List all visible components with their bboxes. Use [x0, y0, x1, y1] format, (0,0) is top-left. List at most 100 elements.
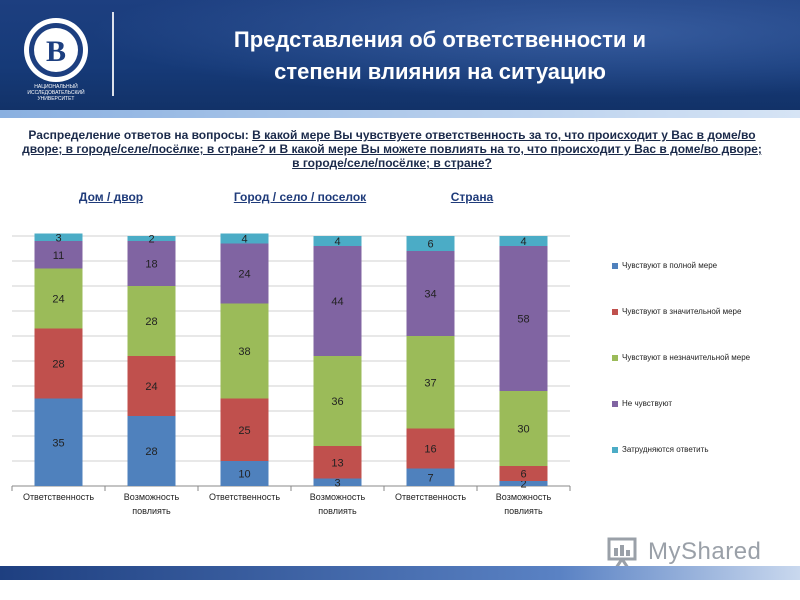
bar-segment: [127, 416, 176, 486]
bar-segment: [34, 398, 83, 486]
bar-segment: [34, 233, 83, 241]
bar-segment: [313, 246, 362, 356]
bar-segment: [127, 356, 176, 416]
header-divider: [112, 12, 114, 96]
x-tick-label: Ответственность: [209, 492, 280, 502]
bar-segment: [499, 246, 548, 391]
data-label: 4: [334, 236, 340, 248]
header-banner: В НАЦИОНАЛЬНЫЙ ИССЛЕДОВАТЕЛЬСКИЙ УНИВЕРС…: [0, 0, 800, 110]
data-label: 16: [424, 444, 436, 456]
data-label: 2: [520, 479, 526, 491]
data-label: 24: [238, 269, 250, 281]
bar-segment: [406, 236, 455, 251]
group-header-home[interactable]: Дом / двор: [78, 190, 144, 204]
legend-item: Затрудняются ответить: [612, 444, 797, 490]
data-label: 13: [331, 457, 343, 469]
watermark-text: MyShared: [648, 538, 762, 565]
data-label: 3: [334, 477, 340, 489]
group-header-city[interactable]: Город / село / поселок: [233, 190, 367, 204]
data-label: 4: [520, 236, 526, 248]
bar-segment: [220, 243, 269, 304]
legend-swatch: [612, 355, 618, 361]
header-strip: [0, 110, 800, 118]
bar-segment: [220, 233, 269, 244]
bar-segment: [406, 336, 455, 429]
bar-segment: [406, 468, 455, 486]
bar-segment: [499, 481, 548, 486]
question-text: Распределение ответов на вопросы: В како…: [22, 128, 762, 170]
footer-band: [0, 562, 800, 600]
legend-item: Чувствуют в значительной мере: [612, 306, 797, 352]
x-tick-label: повлиять: [132, 506, 171, 516]
x-tick-label: Ответственность: [23, 492, 94, 502]
data-label: 2: [148, 234, 154, 246]
question-underlined: В какой мере Вы чувствуете ответственнос…: [22, 128, 762, 170]
data-label: 38: [238, 346, 250, 358]
bar-segment: [499, 236, 548, 246]
bar-segment: [499, 466, 548, 481]
bar-segment: [220, 461, 269, 486]
data-label: 6: [427, 239, 433, 251]
logo-caption: НАЦИОНАЛЬНЫЙ ИССЛЕДОВАТЕЛЬСКИЙ УНИВЕРСИТ…: [27, 84, 85, 102]
bar-segment: [313, 446, 362, 479]
data-label: 11: [53, 250, 64, 262]
bar-segment: [406, 251, 455, 336]
data-label: 3: [55, 232, 61, 244]
bar-segment: [127, 236, 176, 241]
legend-label: Затрудняются ответить: [622, 445, 709, 454]
footer-band-base: [0, 584, 800, 600]
bar-segment: [34, 241, 83, 269]
data-label: 28: [145, 446, 157, 458]
bar-segment: [127, 286, 176, 356]
legend-swatch: [612, 263, 618, 269]
bar-segment: [313, 478, 362, 486]
svg-text:В: В: [46, 35, 66, 68]
bar-segment: [34, 268, 83, 329]
watermark: MyShared: [606, 536, 776, 572]
chart-legend: Чувствуют в полной мере Чувствуют в значи…: [612, 260, 797, 490]
legend-swatch: [612, 401, 618, 407]
data-label: 37: [424, 377, 436, 389]
footer-band-stripe: [0, 566, 800, 580]
header-shine: [0, 0, 800, 110]
legend-label: Чувствуют в полной мере: [622, 261, 718, 270]
x-tick-label: Возможность: [496, 492, 552, 502]
data-label: 35: [52, 437, 64, 449]
legend-label: Чувствуют в значительной мере: [622, 307, 742, 316]
data-label: 28: [145, 316, 157, 328]
bar-segment: [34, 328, 83, 399]
data-label: 36: [331, 396, 343, 408]
data-label: 25: [238, 425, 250, 437]
data-label: 4: [241, 234, 247, 246]
bar-segment: [313, 236, 362, 246]
legend-swatch: [612, 447, 618, 453]
data-label: 34: [424, 289, 436, 301]
group-header-country[interactable]: Страна: [450, 190, 494, 204]
x-tick-label: Возможность: [124, 492, 180, 502]
bar-segment: [406, 428, 455, 469]
data-label: 7: [427, 472, 433, 484]
bar-segment: [499, 391, 548, 466]
x-tick-label: повлиять: [504, 506, 543, 516]
page-title-line-2: степени влияния на ситуацию: [274, 59, 606, 84]
data-label: 18: [145, 259, 157, 271]
data-label: 6: [520, 469, 526, 481]
bar-segment: [127, 241, 176, 286]
page-title: Представления об ответственности и степе…: [140, 24, 740, 88]
data-label: 58: [517, 314, 529, 326]
legend-label: Чувствуют в незначительной мере: [622, 353, 751, 362]
legend-swatch: [612, 309, 618, 315]
university-logo-icon: В: [24, 18, 88, 82]
data-label: 10: [238, 469, 250, 481]
data-label: 24: [52, 294, 64, 306]
bar-segment: [220, 398, 269, 461]
bar-segment: [220, 303, 269, 399]
bar-segment: [313, 356, 362, 446]
page-title-line-1: Представления об ответственности и: [233, 27, 647, 52]
legend-label: Не чувствуют: [622, 399, 673, 408]
x-tick-label: Возможность: [310, 492, 366, 502]
data-label: 24: [145, 381, 157, 393]
legend-item: Не чувствуют: [612, 398, 797, 444]
data-label: 44: [331, 296, 343, 308]
data-label: 28: [52, 359, 64, 371]
